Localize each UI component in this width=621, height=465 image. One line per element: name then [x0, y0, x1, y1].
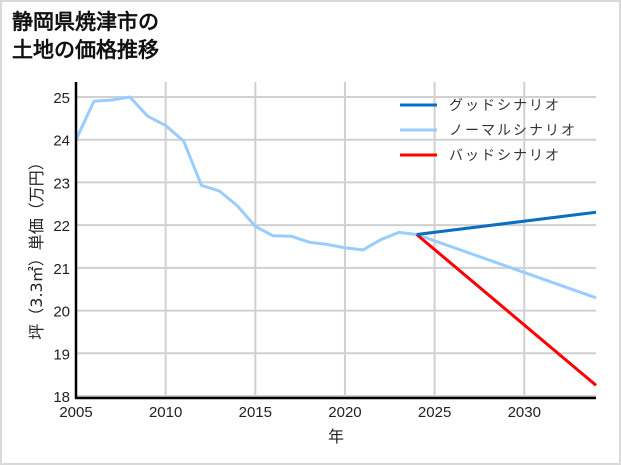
tick-labels: 18 19 20 21 22 23 24 25 2005 2010 2015 2020 2025 2030 — [53, 90, 541, 421]
y-tick-label: 24 — [53, 133, 70, 150]
legend-label: バッドシナリオ — [449, 148, 561, 164]
y-tick-label: 18 — [53, 389, 70, 406]
axes — [74, 82, 596, 400]
y-axis-label: 坪（3.3㎡）単価（万円） — [27, 154, 46, 339]
y-tick-label: 25 — [53, 90, 70, 107]
y-tick-label: 23 — [53, 175, 70, 192]
y-tick-label: 21 — [53, 261, 70, 278]
series-line — [74, 95, 597, 300]
x-tick-label: 2030 — [508, 404, 541, 421]
chart-title-line-1: 静岡県焼津市の — [12, 10, 159, 34]
x-tick-label: 2020 — [328, 404, 361, 421]
series-lines — [74, 95, 597, 387]
series-line — [415, 233, 597, 387]
chart-title-line-2: 土地の価格推移 — [12, 38, 159, 62]
y-tick-label: 19 — [53, 346, 70, 363]
x-tick-label: 2025 — [418, 404, 451, 421]
x-tick-label: 2015 — [239, 404, 272, 421]
x-tick-label: 2005 — [59, 404, 92, 421]
chart-title: 静岡県焼津市の 土地の価格推移 — [12, 8, 159, 64]
legend-item: ノーマルシナリオ — [400, 123, 577, 139]
legend-label: ノーマルシナリオ — [449, 123, 577, 139]
legend-label: グッドシナリオ — [449, 98, 561, 114]
x-axis-label: 年 — [328, 427, 344, 446]
legend-item: バッドシナリオ — [400, 148, 561, 164]
y-tick-label: 20 — [53, 304, 70, 321]
y-tick-label: 22 — [53, 218, 70, 235]
x-tick-label: 2010 — [149, 404, 182, 421]
legend-item: グッドシナリオ — [400, 98, 561, 114]
series-line — [416, 210, 597, 236]
